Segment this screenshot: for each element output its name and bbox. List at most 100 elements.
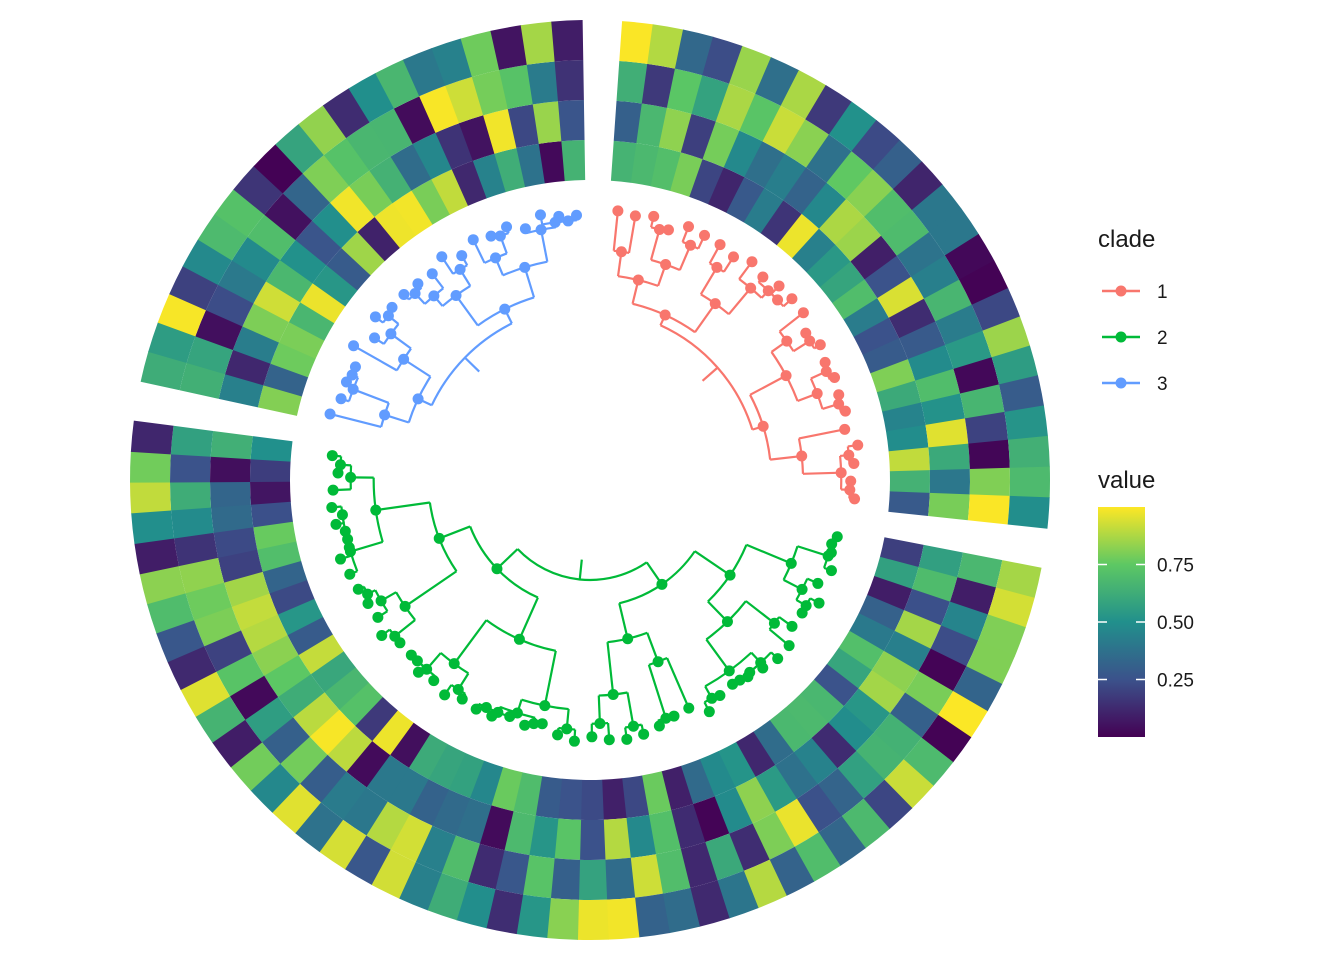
heatmap-cell — [170, 454, 211, 483]
tree-branch — [525, 229, 526, 233]
tree-branch — [439, 526, 470, 538]
tree-branch — [729, 288, 751, 314]
tree-branch — [649, 665, 666, 718]
heatmap-cell — [171, 426, 213, 457]
heatmap-cell — [888, 491, 929, 516]
tree-branch — [746, 601, 775, 623]
tree-branch — [794, 341, 810, 351]
heatmap-cell — [210, 456, 251, 482]
clade-legend-title: clade — [1098, 226, 1155, 253]
clade-legend-label: 3 — [1157, 374, 1168, 395]
tree-branch — [836, 395, 839, 396]
tree-branch — [803, 473, 841, 474]
heatmap-cell — [561, 140, 585, 181]
tree-branch — [330, 414, 381, 427]
tree-branch — [840, 455, 849, 456]
tree-branch — [333, 489, 351, 490]
value-legend-title: value — [1098, 467, 1155, 494]
tree-branch — [545, 651, 556, 706]
heatmap-cell — [555, 60, 584, 101]
heatmap-cell — [554, 818, 581, 859]
heatmap-cell — [521, 22, 556, 65]
value-legend: value 0.25 0.50 0.75 — [1098, 467, 1194, 737]
tree-branch — [647, 562, 662, 584]
tree-branch — [703, 368, 718, 381]
heatmap-cell — [1008, 436, 1050, 468]
heatmap-cell — [251, 436, 293, 462]
heatmap-cell — [210, 482, 251, 508]
heatmap-cell — [558, 779, 582, 820]
tree-branch — [454, 620, 486, 664]
clade-legend-item: 3 — [1102, 374, 1168, 395]
colorbar-tick-label: 0.25 — [1157, 671, 1194, 692]
heatmap-cell — [605, 858, 635, 900]
tree-branch — [497, 549, 518, 569]
tree-branch — [680, 245, 691, 270]
heatmap-cell — [211, 431, 253, 459]
heatmap-cell — [890, 470, 930, 493]
tree-branch — [465, 358, 479, 372]
tree-branch — [458, 673, 468, 689]
heatmap-cell — [968, 494, 1010, 524]
tree-branch — [647, 633, 658, 662]
heatmap-cell — [558, 100, 585, 141]
clade-legend-label: 2 — [1157, 328, 1168, 349]
tree-branch — [619, 603, 627, 638]
tree-branch — [750, 376, 786, 395]
tree-branch — [599, 696, 600, 724]
tree-branch — [332, 456, 341, 457]
tree-branch — [848, 445, 858, 446]
tree-branch — [608, 642, 614, 694]
heatmap-cell — [171, 507, 214, 538]
heatmap-cell — [1010, 467, 1050, 498]
tree-branch — [797, 546, 828, 556]
tree-branch — [332, 506, 342, 507]
tree-branch — [456, 295, 478, 325]
tree-branch — [391, 334, 411, 349]
tree-branch — [614, 211, 618, 251]
tree-branch — [541, 230, 547, 262]
tip-point — [501, 221, 512, 232]
tree-branch — [608, 723, 609, 740]
tree-branch — [695, 304, 715, 333]
tree-branch — [784, 580, 803, 590]
clade-legend-point — [1116, 332, 1127, 343]
tree-branch — [710, 245, 720, 264]
tree-branch — [395, 620, 415, 636]
tree-branch — [627, 692, 633, 726]
tree-branch — [780, 313, 804, 332]
tree-branch — [405, 571, 456, 606]
heatmap-cell — [250, 459, 291, 482]
tree-branch — [667, 658, 689, 708]
tree-branch — [558, 728, 559, 735]
tree-branch — [350, 542, 382, 552]
heatmap-cell — [603, 818, 630, 860]
tree-branch — [580, 560, 582, 580]
colorbar-tick-label: 0.50 — [1157, 613, 1194, 634]
clade-legend: clade 1 2 3 — [1098, 226, 1168, 395]
tree-branch — [770, 629, 790, 645]
tree-branch — [574, 730, 575, 742]
heatmap-cell — [131, 510, 174, 544]
tree-branch — [460, 269, 470, 286]
tree-branch — [525, 267, 534, 297]
tree-branch — [376, 503, 430, 511]
tree-branch — [701, 267, 717, 294]
heatmap-cell — [577, 900, 608, 940]
heatmap-cell — [1008, 496, 1050, 529]
heatmap-cell — [170, 482, 211, 511]
colorbar-tick-label: 0.75 — [1157, 556, 1194, 577]
heatmap-cell — [578, 860, 607, 900]
tree-branch — [336, 523, 344, 524]
heatmap-cell — [928, 493, 970, 520]
heatmap-cell — [551, 20, 583, 61]
tree-branch — [404, 359, 431, 376]
tree-branch — [432, 274, 443, 288]
heatmap-cell — [581, 780, 604, 820]
heatmap-cell — [131, 421, 174, 455]
heatmap-cell — [250, 481, 291, 504]
clade-legend-item: 1 — [1102, 282, 1168, 303]
heatmap-cell — [928, 444, 969, 471]
